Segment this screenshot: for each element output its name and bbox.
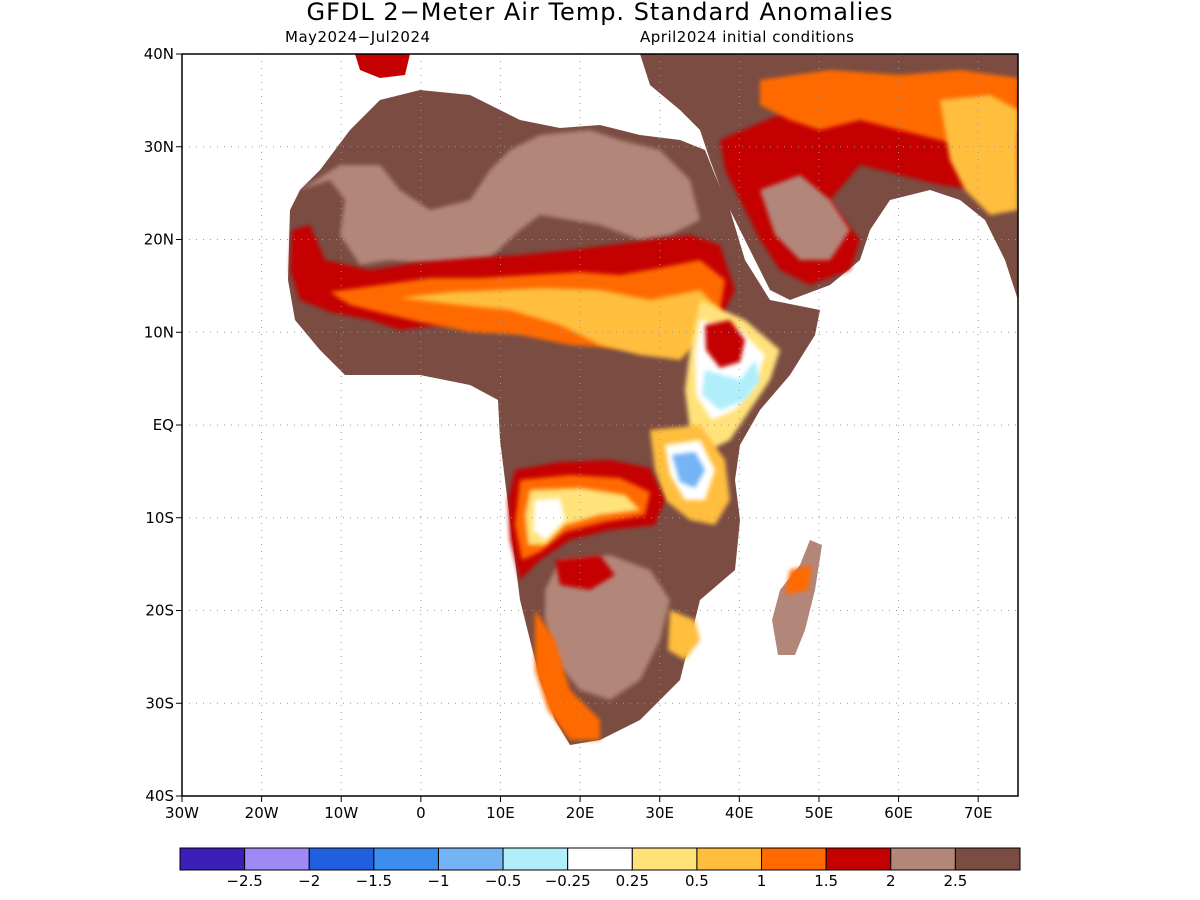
sahara-light-zone — [300, 130, 700, 265]
madagascar-landmass — [772, 540, 822, 655]
colorbar-swatch — [761, 847, 827, 871]
lon-tick-label: 60E — [884, 804, 913, 822]
lat-tick-label: 30S — [145, 694, 174, 712]
lat-tick-label: EQ — [153, 416, 174, 434]
colorbar-label: −1.5 — [356, 872, 392, 890]
madagascar-warm-zone — [785, 565, 812, 595]
lon-tick-label: 70E — [964, 804, 993, 822]
lat-tick-label: 40S — [145, 787, 174, 805]
colorbar-label: 2 — [886, 872, 896, 890]
colorbar-label: −0.25 — [545, 872, 591, 890]
map-field — [288, 54, 1018, 745]
east-africa-blue-zone — [672, 452, 705, 488]
lat-tick-label: 40N — [144, 45, 174, 63]
ethiopia-blue-zone — [702, 360, 760, 410]
mozambique-warm-zone — [668, 610, 700, 660]
colorbar-label: 2.5 — [943, 872, 967, 890]
colorbar-swatch — [825, 847, 892, 871]
lon-tick-label: 50E — [805, 804, 834, 822]
sahel-yellow-zone — [400, 288, 720, 360]
lat-tick-label: 10N — [144, 323, 174, 341]
colorbar-swatch — [437, 847, 504, 871]
lon-tick-label: 40E — [725, 804, 754, 822]
colorbar-swatch — [502, 847, 569, 871]
lat-tick-label: 30N — [144, 138, 174, 156]
colorbar-swatch — [308, 847, 375, 871]
colorbar-swatch — [373, 847, 439, 871]
colorbar-label: 1.5 — [814, 872, 838, 890]
lat-tick-label: 20S — [145, 602, 174, 620]
colorbar-swatch — [179, 847, 246, 871]
initial-conditions: April2024 initial conditions — [640, 28, 855, 46]
graticule — [182, 54, 1018, 796]
map-title: GFDL 2−Meter Air Temp. Standard Anomalie… — [306, 0, 894, 26]
colorbar-swatch — [954, 847, 1021, 871]
colorbar-label: −0.5 — [485, 872, 521, 890]
colorbar-label: −2 — [298, 872, 320, 890]
colorbar-swatch — [244, 847, 310, 871]
iberia-landmass — [355, 54, 410, 78]
colorbar-swatch — [890, 847, 956, 871]
colorbar-label: 0.5 — [685, 872, 709, 890]
arabia-light-zone — [760, 175, 850, 260]
iran-yellow-zone — [940, 95, 1018, 215]
lon-tick-label: 20E — [566, 804, 595, 822]
colorbar-label: −2.5 — [226, 872, 262, 890]
lat-tick-label: 10S — [145, 509, 174, 527]
angola-white-zone — [533, 498, 565, 540]
lon-tick-label: 0 — [416, 804, 426, 822]
southern-africa-light-zone — [545, 555, 670, 700]
colorbar-swatch — [567, 847, 633, 871]
colorbar-swatch — [631, 847, 698, 871]
colorbar-label: 1 — [757, 872, 767, 890]
forecast-period: May2024−Jul2024 — [285, 28, 431, 46]
colorbar-swatch — [696, 847, 763, 871]
lat-tick-label: 20N — [144, 231, 174, 249]
lon-tick-label: 20W — [245, 804, 279, 822]
colorbar-label: −1 — [427, 872, 449, 890]
colorbar: −2.5 −2 −1.5 −1 −0.5 −0.25 0.25 0.5 1 1.5 2 2.5 — [179, 847, 1021, 890]
lon-tick-label: 30W — [165, 804, 199, 822]
lon-tick-label: 10W — [324, 804, 358, 822]
colorbar-label: 0.25 — [616, 872, 649, 890]
lon-tick-label: 30E — [645, 804, 674, 822]
lon-tick-label: 10E — [486, 804, 515, 822]
southern-africa-red-patch — [555, 555, 615, 590]
south-coast-warm-band — [535, 610, 600, 740]
